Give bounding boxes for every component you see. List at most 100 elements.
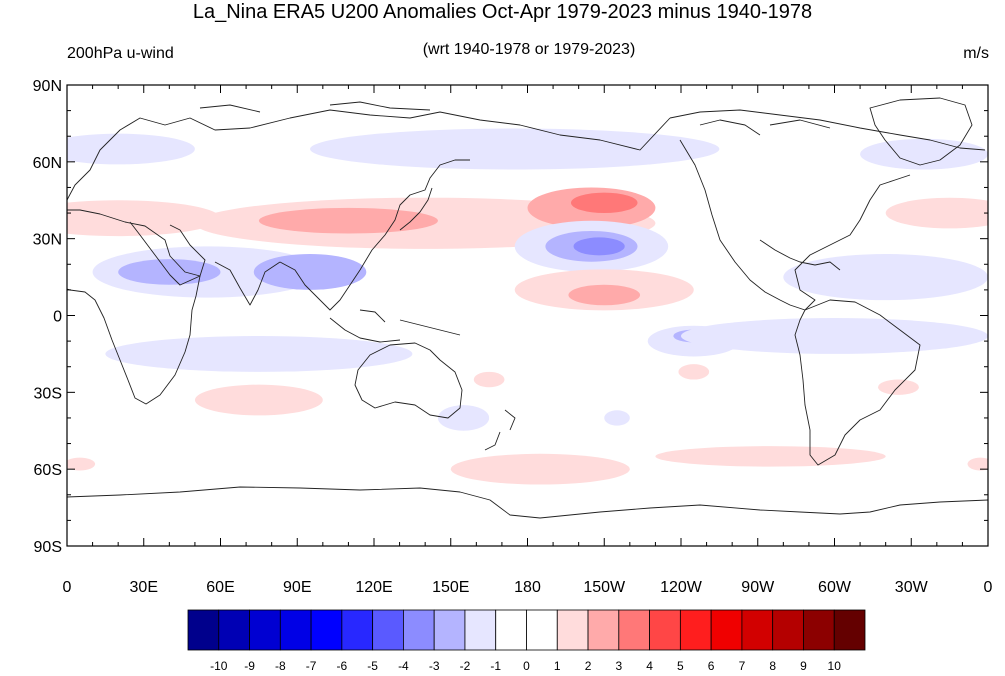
lat-tick-label-0: 90N xyxy=(33,78,62,95)
colorbar-swatch-10 xyxy=(495,609,527,651)
colorbar-label-6: -4 xyxy=(398,659,409,673)
anomaly-region-10 xyxy=(118,259,221,285)
anomaly-region-20 xyxy=(67,133,195,165)
coastline-antarctica xyxy=(67,486,988,519)
coastlines xyxy=(67,97,988,519)
coastline-north-america xyxy=(669,109,986,311)
colorbar-labels: -10 -9 -8 -7 -6 -5 -4 -3 -2 -1 0 1 2 3 4 5 6 7 8 9 10 xyxy=(210,659,841,673)
anomaly-region-31 xyxy=(604,410,630,426)
anomaly-region-28 xyxy=(67,457,96,471)
colorbar-swatch-6 xyxy=(372,609,404,651)
colorbar-swatch-4 xyxy=(310,609,343,651)
anomaly-region-18 xyxy=(681,318,988,354)
lon-tick-label-6: 180 xyxy=(514,579,541,596)
anomaly-region-5 xyxy=(885,197,988,229)
coastline-india xyxy=(214,261,281,306)
colorbar-label-14: 4 xyxy=(646,659,653,673)
lon-tick-label-3: 90E xyxy=(283,579,311,596)
lon-tick-label-11: 30W xyxy=(895,579,929,596)
coastline-eurasia-north xyxy=(67,109,671,201)
colorbar xyxy=(187,609,866,651)
colorbar-swatch-13 xyxy=(587,609,620,651)
anomaly-region-12 xyxy=(783,254,988,301)
colorbar-swatch-9 xyxy=(464,609,497,651)
colorbar-swatch-16 xyxy=(679,609,712,651)
anomaly-region-24 xyxy=(655,446,886,467)
anomaly-region-19 xyxy=(310,128,720,170)
colorbar-swatch-18 xyxy=(741,609,774,651)
anomaly-region-29 xyxy=(967,457,988,471)
colorbar-label-4: -6 xyxy=(337,659,348,673)
colorbar-label-3: -7 xyxy=(306,659,317,673)
anomaly-region-27 xyxy=(473,371,505,388)
colorbar-label-15: 5 xyxy=(677,659,684,673)
lon-tick-label-10: 60W xyxy=(818,579,852,596)
lon-tick-label-8: 120W xyxy=(660,579,703,596)
anomaly-shading xyxy=(67,128,988,485)
coastline-indonesia xyxy=(329,309,461,343)
colorbar-label-0: -10 xyxy=(210,659,228,673)
colorbar-swatch-5 xyxy=(341,609,374,651)
figure-title: La_Nina ERA5 U200 Anomalies Oct-Apr 1979… xyxy=(192,1,813,23)
axis-tick-labels: 90N 60N 30N 0 30S 60S 90S 0 30E 60E 90E 120E 150E 180… xyxy=(33,78,993,596)
colorbar-swatch-21 xyxy=(833,609,866,651)
axis-ticks xyxy=(66,84,989,547)
colorbar-label-13: 3 xyxy=(615,659,622,673)
colorbar-label-20: 10 xyxy=(828,659,842,673)
lon-tick-label-12: 0 xyxy=(984,579,993,596)
colorbar-swatch-20 xyxy=(803,609,835,651)
colorbar-label-17: 7 xyxy=(739,659,746,673)
colorbar-swatch-11 xyxy=(526,609,558,651)
colorbar-label-12: 2 xyxy=(585,659,592,673)
colorbar-swatch-19 xyxy=(772,609,804,651)
colorbar-swatch-7 xyxy=(403,609,435,651)
colorbar-swatch-2 xyxy=(249,609,281,651)
lat-tick-label-5: 60S xyxy=(34,462,62,479)
lat-tick-label-2: 30N xyxy=(33,232,62,249)
lat-tick-label-6: 90S xyxy=(34,539,62,556)
coastline-greenland xyxy=(869,97,973,166)
coastline-east-asia xyxy=(279,159,470,311)
coastline-gulf xyxy=(759,239,841,271)
colorbar-swatch-1 xyxy=(218,609,250,651)
colorbar-swatch-15 xyxy=(649,609,681,651)
anomaly-region-26 xyxy=(877,379,919,395)
colorbar-label-19: 9 xyxy=(800,659,807,673)
anomaly-region-23 xyxy=(450,453,630,485)
figure-subtitle: (wrt 1940-1978 or 1979-2023) xyxy=(422,41,636,58)
lat-tick-label-4: 30S xyxy=(34,385,62,402)
lon-tick-label-1: 30E xyxy=(130,579,158,596)
anomaly-region-22 xyxy=(194,384,323,416)
anomaly-region-17 xyxy=(105,335,413,372)
colorbar-label-2: -8 xyxy=(275,659,286,673)
lat-tick-label-1: 60N xyxy=(33,155,62,172)
anomaly-region-30 xyxy=(437,405,490,431)
lon-tick-label-9: 90W xyxy=(741,579,775,596)
coastline-australia xyxy=(354,342,463,419)
colorbar-swatch-17 xyxy=(710,609,743,651)
colorbar-label-5: -5 xyxy=(367,659,378,673)
colorbar-swatch-8 xyxy=(433,609,466,651)
variable-label: 200hPa u-wind xyxy=(67,45,174,62)
anomaly-region-14 xyxy=(568,284,641,306)
anomaly-region-1 xyxy=(258,207,438,234)
colorbar-swatch-12 xyxy=(556,609,589,651)
lon-tick-label-7: 150W xyxy=(583,579,626,596)
lon-tick-label-5: 150E xyxy=(432,579,469,596)
colorbar-swatch-0 xyxy=(187,609,220,651)
colorbar-label-18: 8 xyxy=(769,659,776,673)
colorbar-swatch-14 xyxy=(618,609,650,651)
coastline-arctic-islands xyxy=(199,101,831,136)
coastline-new-zealand xyxy=(484,409,516,451)
anomaly-region-3 xyxy=(570,192,638,214)
colorbar-label-9: -1 xyxy=(490,659,501,673)
lat-tick-label-3: 0 xyxy=(53,309,62,326)
colorbar-label-1: -9 xyxy=(244,659,255,673)
colorbar-swatch-3 xyxy=(279,609,312,651)
colorbar-label-8: -2 xyxy=(460,659,471,673)
units-label: m/s xyxy=(963,45,989,62)
coastline-africa xyxy=(67,209,201,405)
colorbar-label-11: 1 xyxy=(554,659,561,673)
colorbar-label-7: -3 xyxy=(429,659,440,673)
